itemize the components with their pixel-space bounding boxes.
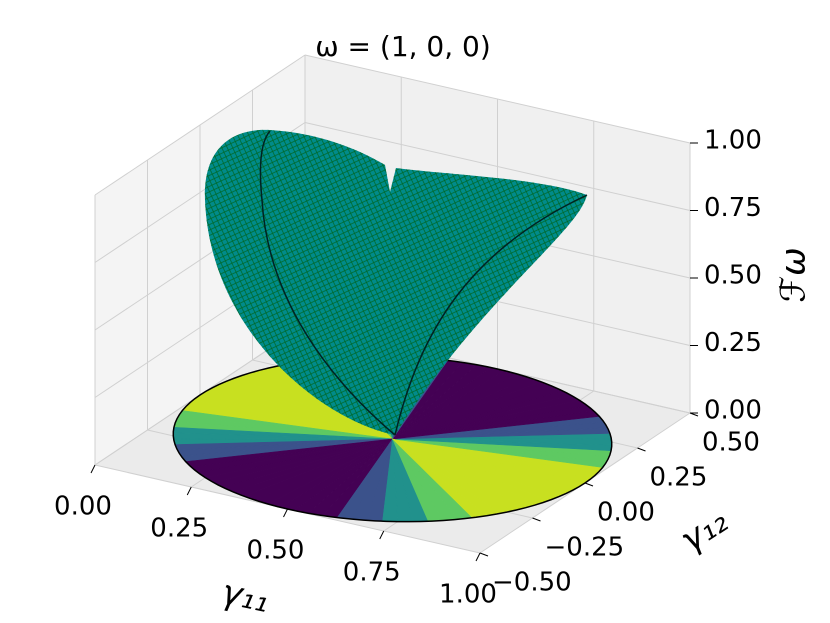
x-tick xyxy=(90,464,96,474)
z-tick-label: 0.75 xyxy=(704,193,762,223)
x-tick xyxy=(283,508,288,518)
surface xyxy=(204,129,588,436)
y-tick-label: 0.25 xyxy=(650,463,708,493)
x-tick xyxy=(475,552,481,562)
y-tick-label: 0.00 xyxy=(597,498,655,528)
surface-mesh xyxy=(204,129,588,435)
grid-line xyxy=(304,54,691,144)
z-tick-label: 0.50 xyxy=(704,261,762,291)
z-tick-label: 0.25 xyxy=(704,328,762,358)
y-axis-label: γ₁₂ xyxy=(673,501,735,561)
x-tick xyxy=(379,530,385,540)
chart-title: ω = (1, 0, 0) xyxy=(315,30,491,63)
ticks: 0.000.250.500.751.00−0.50−0.250.000.250.… xyxy=(54,126,762,610)
y-tick xyxy=(532,517,541,522)
x-tick xyxy=(186,486,192,496)
disc-outline xyxy=(172,355,613,523)
z-tick-label: 0.00 xyxy=(704,396,762,426)
x-tick-label: 1.00 xyxy=(439,580,497,610)
x-tick-label: 0.50 xyxy=(247,536,305,566)
y-tick-label: −0.50 xyxy=(492,568,572,598)
x-tick-label: 0.25 xyxy=(150,514,208,544)
x-tick-label: 0.00 xyxy=(54,492,112,522)
y-tick xyxy=(637,447,646,452)
grid-line xyxy=(94,54,306,196)
surface-fold xyxy=(259,130,588,436)
z-tick-label: 1.00 xyxy=(704,126,762,156)
x-axis-label: γ₁₁ xyxy=(218,572,273,621)
y-tick xyxy=(584,482,594,487)
z-axis-label: ℱω xyxy=(774,247,814,302)
grid-line xyxy=(304,122,691,211)
y-tick xyxy=(479,552,489,557)
x-tick-label: 0.75 xyxy=(343,558,401,588)
y-tick-label: −0.25 xyxy=(545,533,625,563)
y-tick-label: 0.50 xyxy=(702,428,760,458)
